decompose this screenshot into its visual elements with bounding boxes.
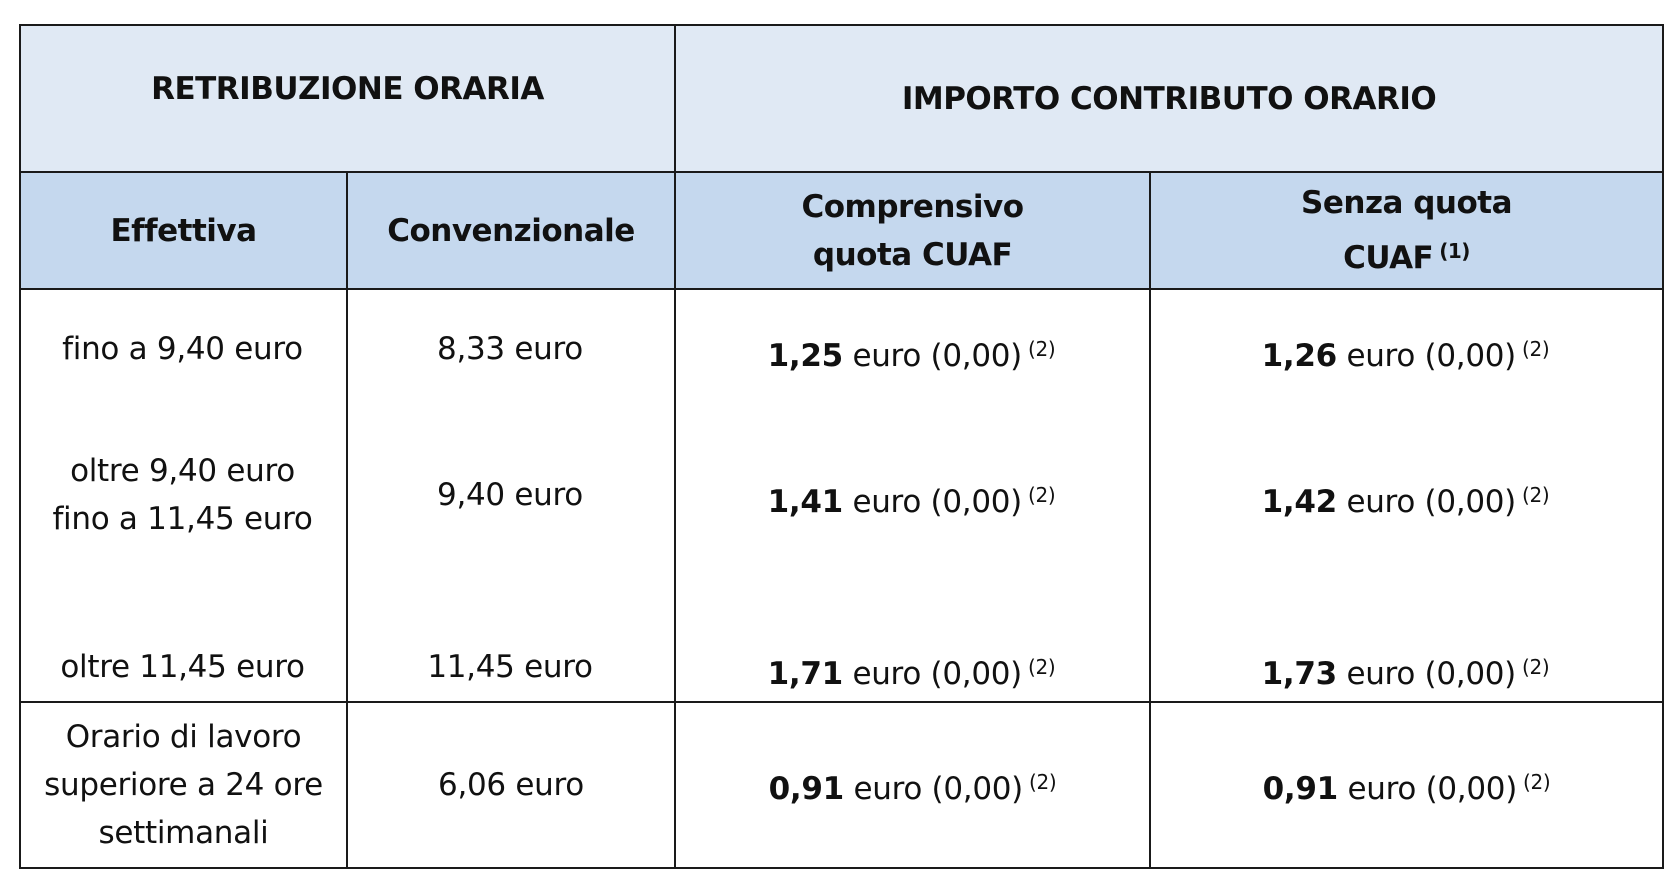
- table-row: Orario di lavoro superiore a 24 ore sett…: [19, 701, 1665, 869]
- row0-convenzionale: 8,33 euro: [437, 331, 583, 367]
- header-senza-quota-cuaf: Senza quota CUAF (1): [1149, 171, 1665, 290]
- contribution-table: RETRIBUZIONE ORARIA IMPORTO CONTRIBUTO O…: [18, 24, 1665, 869]
- header-comprensivo-cuaf: Comprensivo quota CUAF: [674, 171, 1152, 290]
- cell-effettiva-group: [19, 288, 348, 703]
- row1-comprensivo: 1,41 euro (0,00) (2): [767, 483, 1056, 520]
- footnote-ref: (2): [1521, 337, 1550, 361]
- header-convenzionale: Convenzionale: [345, 171, 677, 290]
- cell-effettiva: Orario di lavoro superiore a 24 ore sett…: [19, 701, 348, 869]
- header-importo-contributo-orario: IMPORTO CONTRIBUTO ORARIO: [674, 24, 1665, 173]
- footnote-ref: (2): [1027, 483, 1056, 507]
- header-row-top: RETRIBUZIONE ORARIA IMPORTO CONTRIBUTO O…: [18, 24, 1665, 173]
- row0-comprensivo: 1,25 euro (0,00) (2): [767, 337, 1056, 374]
- cell-comprensivo-group: [674, 288, 1152, 703]
- row2-comprensivo: 1,71 euro (0,00) (2): [767, 655, 1056, 692]
- row2-senza: 1,73 euro (0,00) (2): [1261, 655, 1550, 692]
- footnote-ref: (2): [1523, 769, 1551, 794]
- table-row-group: [19, 288, 1665, 703]
- header-effettiva: Effettiva: [19, 171, 348, 290]
- cell-convenzionale-group: [345, 288, 677, 703]
- row0-senza: 1,26 euro (0,00) (2): [1261, 337, 1550, 374]
- footnote-ref: (2): [1027, 655, 1056, 679]
- footnote-ref: (1): [1439, 239, 1470, 263]
- header-retribuzione-oraria: RETRIBUZIONE ORARIA: [18, 24, 677, 173]
- footnote-ref: (2): [1521, 483, 1550, 507]
- cell-senza-group: [1149, 288, 1665, 703]
- cell-senza: 0,91 euro (0,00) (2): [1149, 701, 1665, 869]
- row2-effettiva: oltre 11,45 euro: [60, 649, 305, 685]
- cell-comprensivo: 0,91 euro (0,00) (2): [674, 701, 1152, 869]
- row0-effettiva: fino a 9,40 euro: [62, 331, 303, 367]
- footnote-ref: (2): [1027, 337, 1056, 361]
- header-row-sub: Effettiva Convenzionale Comprensivo quot…: [19, 171, 1665, 290]
- row2-convenzionale: 11,45 euro: [427, 649, 593, 685]
- footnote-ref: (2): [1521, 655, 1550, 679]
- row1-effettiva: oltre 9,40 euro fino a 11,45 euro: [52, 453, 313, 537]
- cell-convenzionale: 6,06 euro: [345, 701, 677, 869]
- row1-convenzionale: 9,40 euro: [437, 477, 583, 513]
- row1-senza: 1,42 euro (0,00) (2): [1261, 483, 1550, 520]
- footnote-ref: (2): [1028, 769, 1057, 794]
